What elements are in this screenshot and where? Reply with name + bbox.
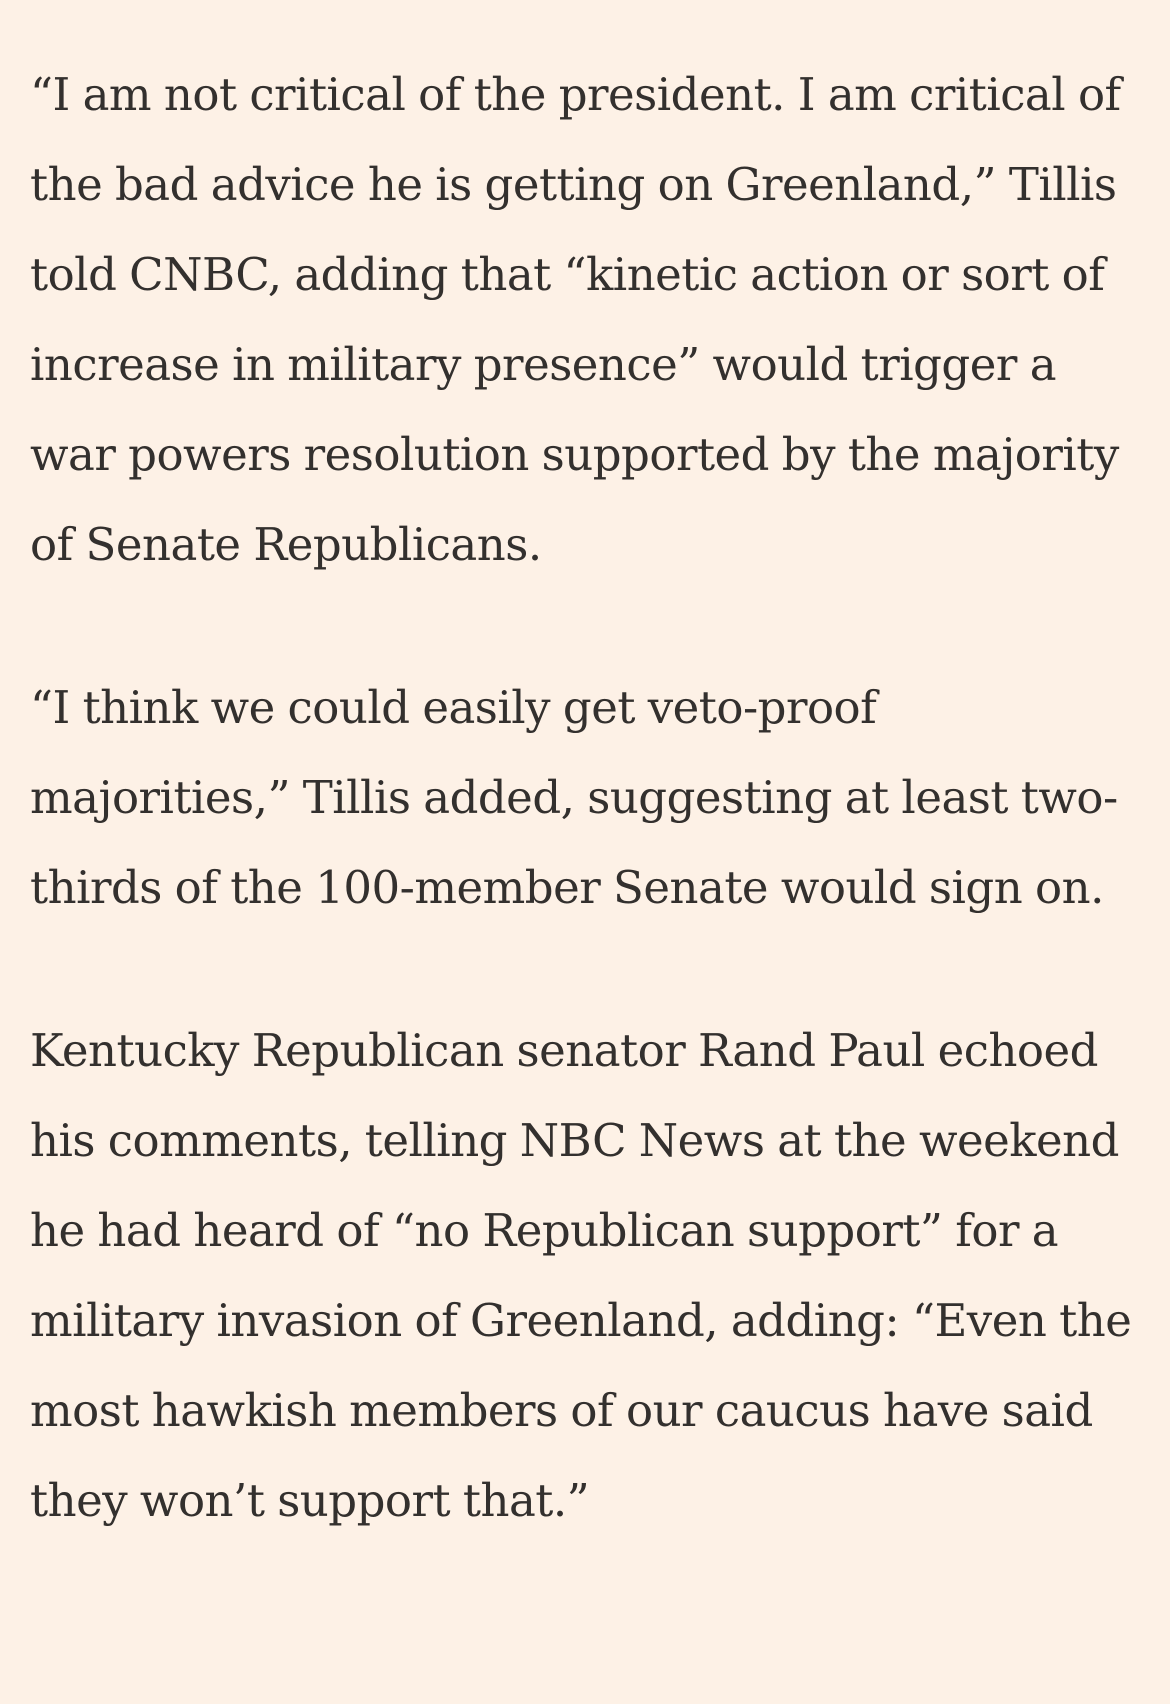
article-paragraph-1: “I am not critical of the president. I a… bbox=[30, 68, 1121, 571]
article-paragraph-2: “I think we could easily get veto-proof … bbox=[30, 681, 1118, 914]
article-paragraph-3: Kentucky Republican senator Rand Paul ec… bbox=[30, 1024, 1132, 1527]
